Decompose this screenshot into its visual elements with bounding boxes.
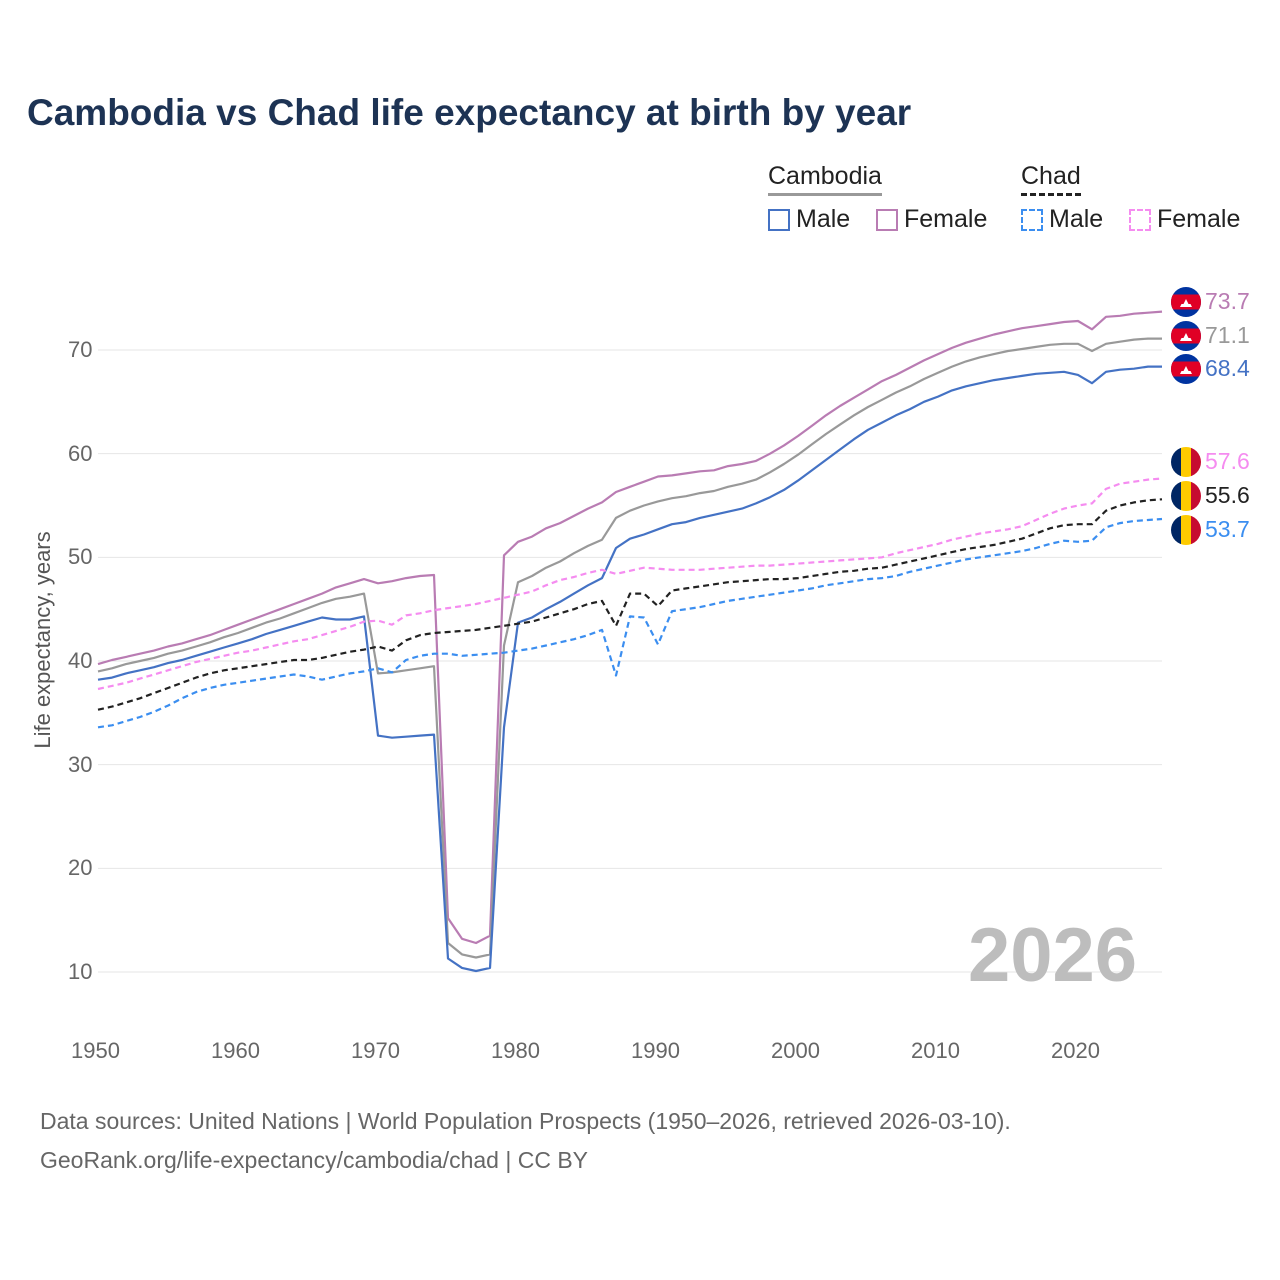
legend-group-chad-label: Chad [1021,162,1081,190]
y-tick-label: 40 [68,648,93,673]
series-line-chad-total[interactable] [97,498,1163,711]
legend-group-cambodia-label: Cambodia [768,162,882,190]
end-value-label: 73.7 [1205,288,1250,314]
end-value-label: 68.4 [1205,355,1250,381]
legend-swatch [1021,208,1043,231]
cambodia-flag-icon [1171,321,1201,351]
chad-flag-icon [1171,515,1201,545]
legend-label: Male [1049,205,1104,233]
legend-label: Male [796,205,851,233]
series-line-cambodia-female[interactable] [97,310,1163,945]
y-tick-label: 50 [68,544,93,570]
x-tick-label: 2000 [771,1038,820,1063]
legend-swatch [876,208,898,231]
series-line-cambodia-total[interactable] [97,337,1162,959]
gridlines [98,349,1162,973]
y-tick-label: 30 [68,751,93,777]
chart-title: Cambodia vs Chad life expectancy at birt… [27,92,912,133]
y-tick-label: 60 [68,440,93,466]
legend-item-cambodia-female[interactable]: Female [876,205,987,234]
legend-swatch [768,208,790,231]
cambodia-flag-icon [1171,287,1201,317]
series-group [97,310,1163,973]
end-value-label: 55.6 [1205,482,1250,508]
x-tick-label: 2010 [911,1038,960,1063]
chad-flag-icon [1171,481,1201,511]
legend-label: Female [904,205,988,233]
year-watermark: 2026 [968,913,1138,998]
end-value-label: 71.1 [1205,322,1250,348]
legend-line-solid [768,193,882,196]
legend-swatch [1129,208,1151,231]
legend-item-chad-female[interactable]: Female [1129,205,1240,234]
cambodia-flag-icon [1171,354,1201,384]
x-tick-label: 1950 [71,1038,120,1063]
legend-item-chad-male[interactable]: Male [1021,205,1103,234]
legend-line-dashed [1021,193,1081,196]
end-value-label: 53.7 [1205,516,1250,542]
chad-flag-icon [1171,447,1201,477]
y-tick-label: 20 [68,855,93,881]
y-tick-label: 70 [68,337,93,362]
series-line-chad-male[interactable] [97,517,1163,729]
x-tick-label: 1990 [631,1038,680,1063]
legend-group-chad[interactable]: Chad [1021,162,1081,196]
y-tick-label: 10 [68,959,93,984]
legend-label: Female [1157,205,1241,233]
x-tick-label: 1960 [211,1038,260,1063]
series-line-chad-female[interactable] [97,477,1163,691]
footer-sources: Data sources: United Nations | World Pop… [40,1108,1011,1134]
x-tick-label: 1980 [491,1038,540,1063]
legend-item-cambodia-male[interactable]: Male [768,205,850,234]
x-tick-label: 2020 [1051,1038,1100,1063]
end-value-label: 57.6 [1205,448,1250,474]
footer-link[interactable]: GeoRank.org/life-expectancy/cambodia/cha… [40,1147,589,1173]
legend-group-cambodia[interactable]: Cambodia [768,162,882,196]
series-line-cambodia-male[interactable] [97,365,1162,973]
x-tick-label: 1970 [351,1038,400,1063]
